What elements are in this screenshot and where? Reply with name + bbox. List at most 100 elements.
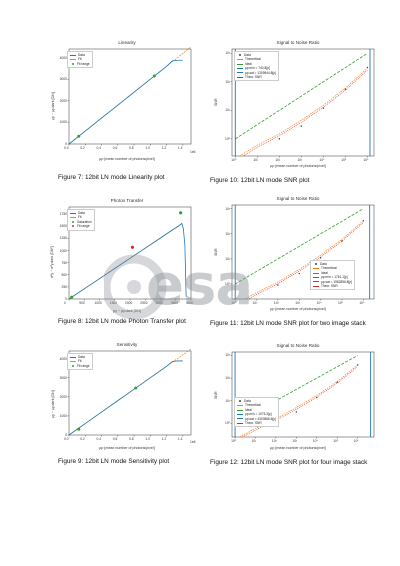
- legend-entry: Fit: [70, 57, 90, 61]
- data-point: [366, 66, 369, 69]
- figure-caption: Figure 12: 12bit LN mode SNR plot for fo…: [210, 459, 368, 466]
- data-point: [319, 257, 322, 259]
- tick-label: 10⁶: [353, 439, 359, 443]
- tick-label: 10³: [225, 206, 230, 211]
- legend-entry: Fit range: [70, 62, 90, 66]
- tick-label: 10¹: [251, 439, 257, 443]
- tick-label: 1000: [59, 248, 67, 253]
- tick-label: 10⁴: [312, 439, 318, 443]
- tick-label: 1500: [59, 224, 67, 229]
- sensitivity-chart: Sensitivity μy − μy.dark [DN] μp [mean n…: [51, 342, 197, 454]
- legend-entry: Data: [70, 211, 92, 215]
- tick-label: 0.6: [112, 146, 118, 150]
- legend-entry: μp.min = 740.8[p]: [237, 66, 276, 70]
- data-point: [278, 138, 281, 140]
- ideal-line: [235, 208, 364, 285]
- saturation-point: [179, 211, 183, 215]
- tick-label: 10³: [225, 51, 230, 56]
- figure-caption: Figure 11: 12bit LN mode SNR plot for tw…: [210, 320, 366, 327]
- theoretical-line: [238, 364, 358, 437]
- figure-caption: Figure 8: 12bit LN mode Photon Transfer …: [58, 318, 186, 325]
- chart-title: Signal to Noise Ratio: [276, 196, 320, 201]
- tick-label: 10¹: [252, 301, 258, 305]
- data-point: [336, 381, 338, 383]
- legend-entry: μp.min = 1075.3[p]: [237, 412, 276, 416]
- tick-label: 10⁶: [359, 301, 365, 305]
- data-point: [356, 364, 359, 366]
- fit-range-point: [152, 74, 156, 78]
- chart-title: Signal to Noise Ratio: [276, 40, 320, 45]
- tick-label: 1000: [94, 301, 102, 305]
- data-line: [68, 59, 183, 145]
- tick-label: 1750: [59, 212, 67, 217]
- figure-caption: Figure 9: 12bit LN mode Sensitivity plot: [58, 458, 170, 465]
- snr-two-stack-chart: Signal to Noise Ratio SNR μp [mean numbe…: [214, 196, 378, 316]
- tick-label: 10³: [297, 158, 303, 162]
- tick-label: 1250: [59, 236, 67, 241]
- tick-label: 10⁵: [333, 439, 339, 443]
- legend-entry: μp.sat = 1982896.8[p]: [313, 280, 352, 284]
- chart-legend: Data Theoretical Ideal μp.min = 740.8[p]…: [234, 51, 279, 82]
- data-point: [322, 107, 325, 109]
- tick-label: 2000: [59, 394, 67, 399]
- tick-label: 3500: [170, 301, 179, 305]
- legend-entry: Data: [313, 262, 352, 266]
- fit-range-point: [77, 427, 81, 431]
- legend-entry: Ideal: [313, 271, 352, 275]
- tick-label: 0.0: [64, 146, 69, 150]
- tick-label: 10⁰: [225, 281, 230, 286]
- y-axis-label: μy − μy.dark [DN]: [51, 92, 55, 120]
- tick-label: 0.8: [129, 146, 134, 150]
- legend-entry: Fit: [70, 215, 92, 219]
- legend-entry: Ideal: [237, 408, 276, 412]
- tick-label: 10²: [225, 376, 230, 381]
- tick-label: 0: [65, 297, 67, 301]
- tick-label: 10²: [225, 79, 230, 84]
- legend-entry: Data: [237, 399, 276, 403]
- tick-label: 750: [61, 260, 67, 265]
- chart-legend: Data Fit Saturation Fit range: [67, 209, 95, 231]
- tick-label: 10⁰: [225, 136, 230, 141]
- plot-frame: [231, 351, 375, 438]
- tick-label: 10³: [292, 439, 298, 443]
- chart-title: Signal to Noise Ratio: [276, 343, 320, 348]
- legend-entry: Fit range: [70, 364, 90, 368]
- tick-label: 0: [64, 301, 66, 305]
- tick-label: 3000: [155, 301, 163, 305]
- legend-entry: μp.sat = 4300566.6[p]: [237, 417, 276, 421]
- tick-label: 1.2: [161, 437, 167, 441]
- x-axis-label: μp [mean number of photons/pixel]: [270, 164, 326, 168]
- y-axis-label: μy − μy.dark [DN]: [51, 390, 55, 418]
- tick-label: 0.4: [96, 437, 102, 441]
- x-axis-label: μp [mean number of photons/pixel]: [99, 446, 155, 450]
- data-point: [362, 220, 365, 222]
- tick-label: 10⁰: [231, 439, 237, 443]
- tick-label: 10³: [295, 301, 301, 305]
- legend-entry: μp.min = 1761.1[p]: [313, 275, 352, 279]
- data-point: [298, 272, 300, 275]
- chart-legend: Data Fit Fit range: [67, 353, 93, 371]
- legend-entry: Data: [237, 53, 276, 57]
- plot-area: [234, 205, 371, 299]
- plot-frame: [231, 48, 375, 157]
- tick-label: 3000: [59, 77, 67, 82]
- tick-label: 0.4: [96, 146, 102, 150]
- tick-label: 250: [61, 284, 67, 289]
- plot-frame: [231, 204, 375, 300]
- tick-label: 10⁰: [225, 421, 230, 426]
- data-point: [295, 411, 298, 413]
- tick-label: 2000: [59, 98, 67, 103]
- chart-plot: [67, 206, 192, 301]
- plot-frame: [68, 350, 192, 436]
- chart-legend: Data Fit Fit range: [67, 51, 93, 69]
- x-axis-unit: 1e6: [190, 150, 196, 154]
- legend-entry: Data: [70, 53, 90, 57]
- tick-label: 10²: [275, 158, 281, 162]
- tick-label: 10⁰: [231, 158, 237, 162]
- chart-legend: Data Theoretical Ideal μp.min = 1075.3[p…: [234, 397, 279, 428]
- ideal-line: [235, 52, 368, 140]
- x-axis-label: μp [mean number of photons/pixel]: [270, 307, 326, 311]
- legend-entry: Theor. SNR: [313, 284, 352, 288]
- fit-range-point: [130, 245, 134, 249]
- data-point: [344, 88, 347, 90]
